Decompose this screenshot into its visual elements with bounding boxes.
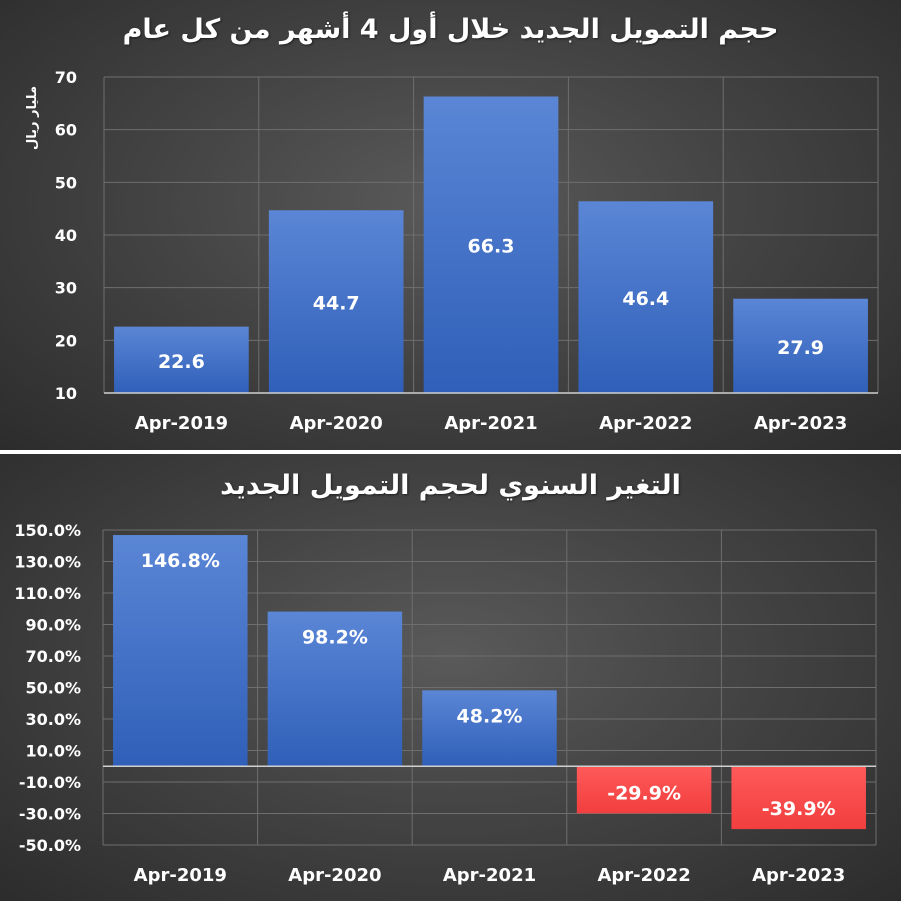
data-label: 66.3 <box>468 236 515 258</box>
x-tick-label: Apr-2022 <box>599 413 692 434</box>
y-tick-label: 60 <box>55 121 77 140</box>
data-label: 98.2% <box>302 627 368 649</box>
data-label: -39.9% <box>762 798 836 820</box>
chart-panel-volume: حجم التمويل الجديد خلال أول 4 أشهر من كل… <box>0 0 901 450</box>
bar-apr-2020 <box>268 210 404 393</box>
x-tick-label: Apr-2021 <box>443 865 536 886</box>
data-label: 46.4 <box>622 288 669 310</box>
y-tick-label: 130.0% <box>14 553 81 572</box>
bar-apr-2019 <box>113 535 248 767</box>
bar-apr-2021 <box>423 96 559 393</box>
bar-apr-2023 <box>733 298 868 393</box>
bar-apr-2021 <box>422 690 557 767</box>
chart-panel-change: التغير السنوي لحجم التمويل الجديد 150.0%… <box>0 454 901 901</box>
data-label: 48.2% <box>457 705 523 727</box>
x-tick-label: Apr-2021 <box>444 413 537 434</box>
x-tick-label: Apr-2023 <box>754 413 847 434</box>
bar-apr-2022 <box>578 201 714 393</box>
y-tick-label: -30.0% <box>19 805 81 824</box>
volume-bar-chart: 10 20 30 40 50 60 70 22.6 44.7 66.3 46.4 27.9 Apr-20… <box>25 68 879 434</box>
x-tick-label: Apr-2019 <box>135 413 228 434</box>
y-tick-label: 50 <box>55 173 77 192</box>
x-tick-label: Apr-2023 <box>752 865 845 886</box>
data-label: -29.9% <box>607 782 681 804</box>
y-tick-label: 10.0% <box>25 742 81 761</box>
y-tick-label: 30.0% <box>25 710 81 729</box>
y-tick-label: 30 <box>55 279 77 298</box>
chart-title: حجم التمويل الجديد خلال أول 4 أشهر من كل… <box>122 14 779 45</box>
y-tick-label: 50.0% <box>25 679 81 698</box>
y-tick-label: -50.0% <box>19 836 81 855</box>
data-label: 146.8% <box>141 550 220 572</box>
y-tick-label: 10 <box>55 384 77 403</box>
x-tick-label: Apr-2022 <box>597 865 690 886</box>
y-tick-label: -10.0% <box>19 773 81 792</box>
x-tick-label: Apr-2019 <box>134 865 227 886</box>
y-tick-label: 110.0% <box>14 584 81 603</box>
y-tick-label: 70.0% <box>25 647 81 666</box>
y-axis-label: مليار ريال <box>25 86 40 150</box>
bar-apr-2023 <box>731 766 866 830</box>
bar-apr-2020 <box>267 611 403 767</box>
y-tick-label: 150.0% <box>14 521 81 540</box>
y-tick-label: 20 <box>55 331 77 350</box>
data-label: 27.9 <box>777 337 824 359</box>
y-tick-label: 90.0% <box>25 616 81 635</box>
data-label: 44.7 <box>313 293 360 315</box>
x-tick-label: Apr-2020 <box>290 413 383 434</box>
y-tick-label: 70 <box>55 68 77 87</box>
bar-apr-2022 <box>576 766 712 814</box>
x-tick-label: Apr-2020 <box>288 865 381 886</box>
change-bar-chart: 150.0% 130.0% 110.0% 90.0% 70.0% 50.0% 30.0% 10… <box>14 521 877 886</box>
bar-apr-2019 <box>114 326 249 393</box>
y-tick-label: 40 <box>55 226 77 245</box>
data-label: 22.6 <box>158 351 205 373</box>
chart-title: التغير السنوي لحجم التمويل الجديد <box>220 470 681 501</box>
